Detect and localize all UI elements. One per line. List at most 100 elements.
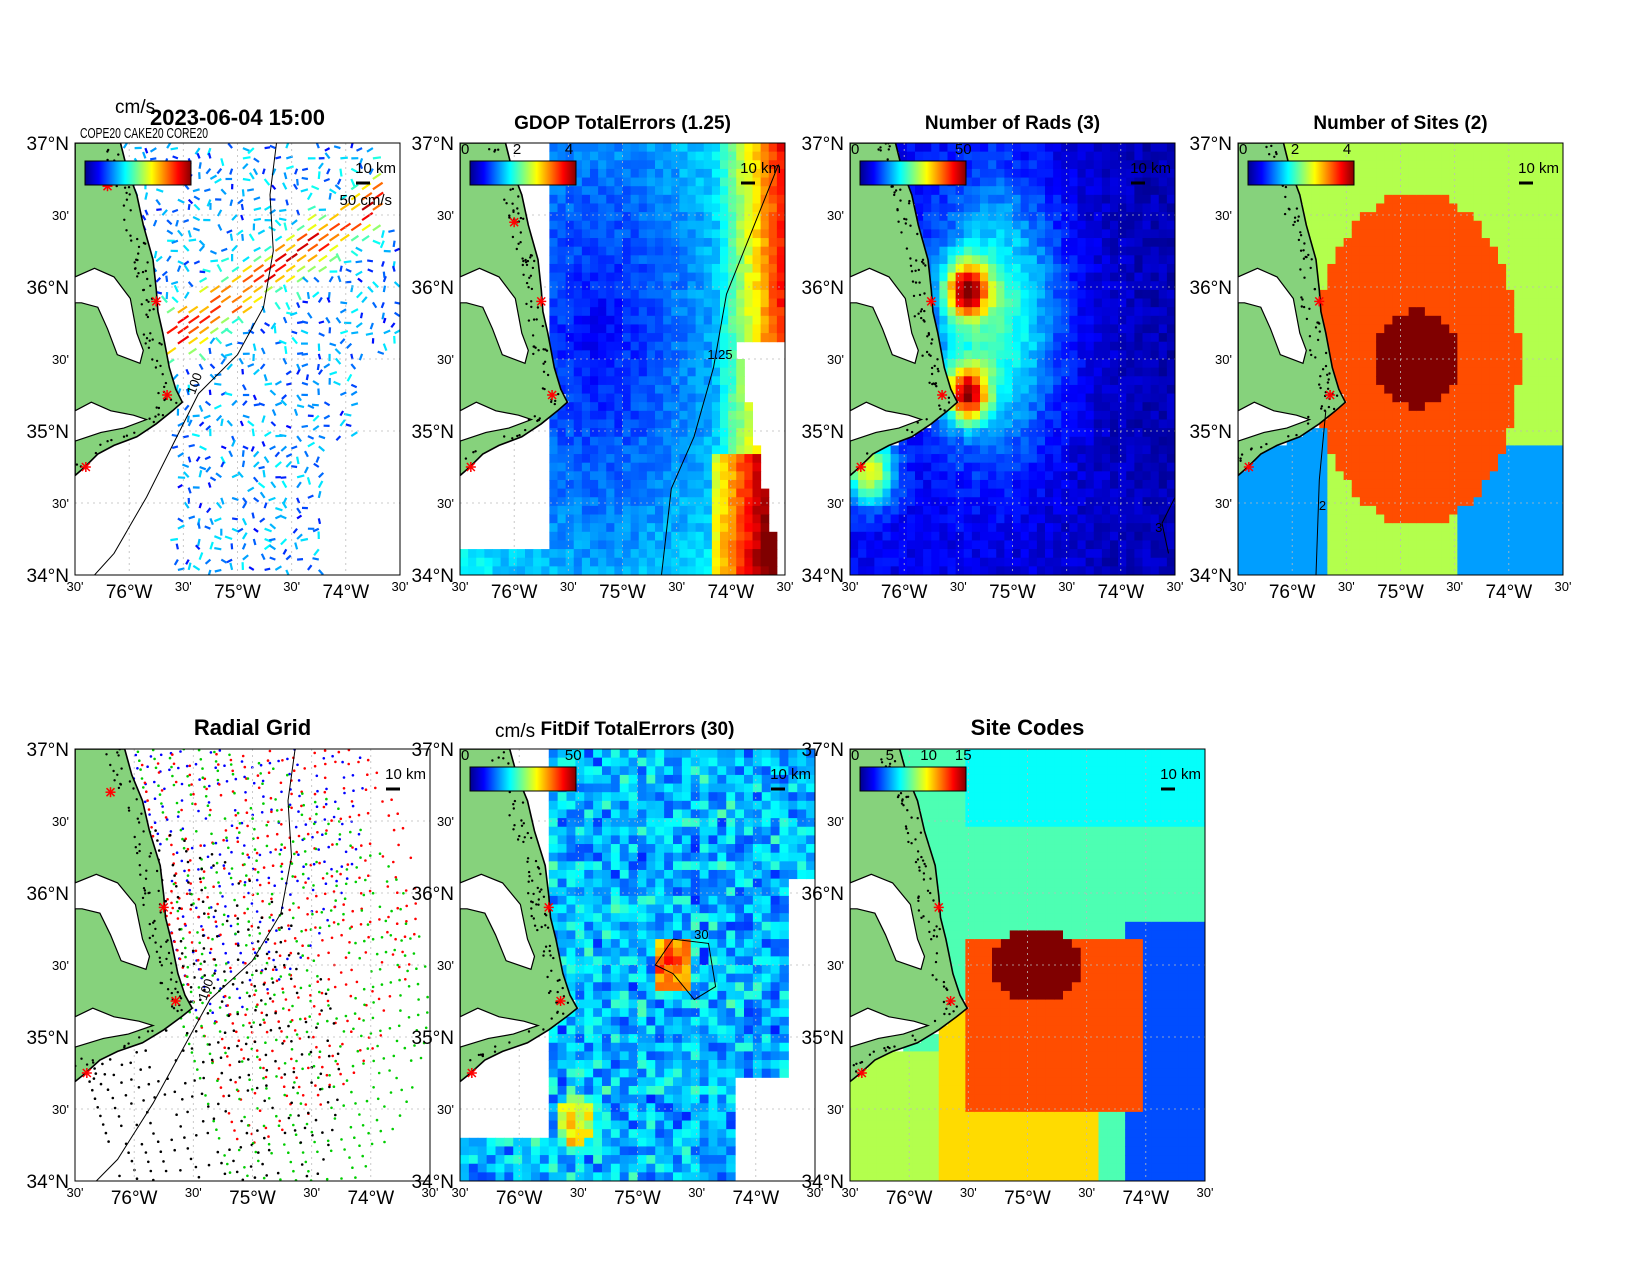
field-cell: [996, 281, 1005, 291]
field-cell: [1093, 246, 1103, 256]
field-cell: [1303, 143, 1312, 153]
colorbar-segment: [134, 161, 136, 185]
field-cell: [744, 255, 754, 265]
field-cell: [1351, 324, 1361, 334]
field-cell: [655, 376, 664, 386]
field-cell: [963, 393, 973, 403]
current-vector: [323, 414, 331, 420]
current-vector: [328, 192, 332, 200]
field-cell: [1351, 160, 1361, 170]
radar-site-marker: [855, 462, 866, 472]
field-cell: [630, 307, 640, 317]
field-cell: [655, 566, 664, 575]
field-cell: [752, 212, 762, 222]
field-cell: [1069, 212, 1079, 222]
field-cell: [1020, 436, 1030, 446]
current-vector: [350, 431, 358, 438]
field-cell: [760, 143, 770, 153]
field-cell: [1335, 324, 1345, 334]
field-cell: [638, 384, 648, 395]
current-vector: [296, 242, 309, 252]
field-cell: [711, 454, 721, 464]
field-cell: [1004, 479, 1014, 490]
field-cell: [736, 376, 745, 386]
coast-island-dot: [536, 306, 540, 309]
field-cell: [590, 298, 599, 308]
coast-island-dot: [122, 435, 126, 438]
field-cell: [1053, 289, 1062, 300]
colorbar-segment: [155, 161, 157, 185]
field-cell: [1150, 402, 1160, 412]
field-cell: [1134, 402, 1144, 412]
field-cell: [460, 566, 469, 575]
field-cell: [573, 531, 583, 541]
current-vector: [186, 415, 190, 423]
field-cell: [1126, 402, 1135, 412]
contour-line: [1161, 496, 1175, 554]
current-vector: [187, 456, 192, 463]
current-vector: [242, 264, 253, 273]
field-cell: [988, 566, 997, 575]
field-cell: [614, 186, 624, 196]
field-cell: [1343, 549, 1353, 559]
field-cell: [679, 436, 689, 446]
coast-island-dot: [920, 308, 923, 311]
field-cell: [1061, 289, 1070, 300]
field-cell: [1166, 177, 1175, 187]
field-cell: [565, 272, 575, 282]
field-cell: [1077, 462, 1087, 472]
field-cell: [671, 549, 680, 559]
field-cell: [890, 531, 900, 541]
field-cell: [679, 549, 689, 559]
field-cell: [1286, 497, 1296, 507]
field-cell: [1036, 566, 1046, 575]
field-cell: [646, 514, 656, 524]
field-cell: [1134, 514, 1144, 524]
coast-island-dot: [904, 222, 907, 225]
field-cell: [1335, 428, 1345, 438]
field-cell: [980, 384, 989, 395]
field-cell: [728, 436, 737, 446]
field-cell: [1036, 410, 1046, 420]
current-vector: [253, 255, 262, 263]
field-cell: [996, 263, 1005, 274]
field-cell: [1061, 281, 1070, 291]
field-cell: [581, 151, 591, 161]
field-cell: [736, 523, 745, 533]
field-cell: [1158, 436, 1168, 446]
field-cell: [728, 497, 737, 507]
field-cell: [1166, 445, 1175, 455]
current-vector: [307, 205, 316, 211]
field-cell: [549, 272, 559, 282]
field-cell: [1351, 212, 1361, 222]
field-cell: [1004, 359, 1014, 369]
field-cell: [1028, 194, 1038, 204]
field-cell: [1101, 333, 1111, 343]
field-cell: [1158, 333, 1168, 343]
field-cell: [500, 557, 510, 567]
field-cell: [906, 488, 916, 498]
coast-island-dot: [146, 261, 149, 264]
field-cell: [971, 531, 981, 541]
field-cell: [1311, 194, 1320, 204]
field-cell: [1061, 246, 1070, 256]
field-cell: [1012, 445, 1022, 455]
field-cell: [1303, 531, 1312, 541]
field-cell: [1278, 505, 1288, 516]
current-vector: [269, 389, 277, 396]
current-vector: [350, 178, 356, 187]
field-cell: [655, 454, 664, 464]
field-cell: [646, 410, 656, 420]
field-cell: [1335, 246, 1345, 256]
current-vector: [379, 240, 385, 249]
field-cell: [695, 307, 705, 317]
field-cell: [1158, 384, 1168, 395]
current-vector: [170, 537, 179, 542]
field-cell: [898, 514, 908, 524]
field-cell: [581, 557, 591, 567]
field-cell: [768, 540, 778, 550]
field-cell: [955, 263, 965, 274]
lat-minor-tick: 30': [52, 352, 69, 367]
field-cell: [1327, 151, 1337, 161]
field-cell: [655, 531, 664, 541]
